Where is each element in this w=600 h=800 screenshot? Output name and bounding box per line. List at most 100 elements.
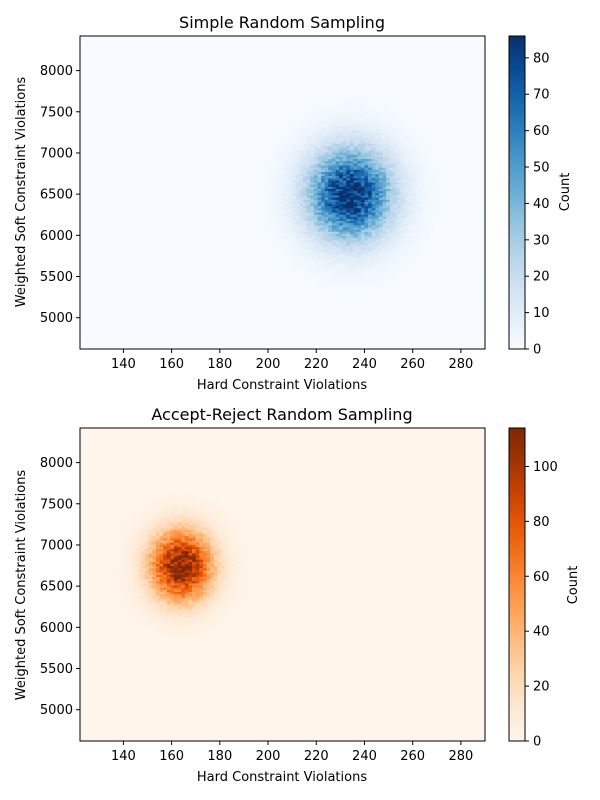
heatmap-cell — [274, 218, 278, 222]
heatmap-cell — [281, 148, 286, 151]
heatmap-cell — [335, 216, 340, 219]
heatmap-cell — [393, 233, 398, 237]
heatmap-cell — [386, 109, 391, 112]
heatmap-cell — [429, 214, 434, 217]
heatmap-cell — [335, 285, 340, 288]
heatmap-cell — [288, 261, 293, 264]
heatmap-cell — [335, 160, 340, 164]
heatmap-cell — [152, 555, 157, 558]
heatmap-cell — [137, 604, 142, 607]
heatmap-cell — [170, 593, 175, 597]
heatmap-cell — [116, 572, 121, 575]
heatmap-cell — [378, 163, 383, 166]
heatmap-cell — [382, 252, 387, 256]
heatmap-cell — [177, 535, 182, 539]
heatmap-cell — [371, 180, 376, 183]
heatmap-cell — [364, 272, 369, 275]
heatmap-cell — [364, 242, 369, 245]
heatmap-cell — [360, 207, 365, 211]
heatmap-cell — [317, 190, 322, 194]
heatmap-cell — [335, 197, 340, 200]
heatmap-cell — [350, 158, 354, 162]
heatmap-cell — [375, 118, 380, 121]
heatmap-cell — [389, 175, 394, 179]
heatmap-cell — [295, 139, 300, 142]
heatmap-cell — [353, 212, 358, 215]
heatmap-cell — [130, 580, 135, 584]
heatmap-cell — [378, 197, 383, 200]
heatmap-cell — [357, 259, 362, 262]
heatmap-cell — [346, 289, 351, 292]
heatmap-cell — [353, 98, 358, 102]
heatmap-cell — [134, 512, 139, 515]
heatmap-cell — [177, 574, 182, 577]
heatmap-cell — [174, 510, 178, 513]
heatmap-cell — [378, 145, 383, 149]
heatmap-cell — [400, 180, 405, 183]
heatmap-cell — [400, 135, 405, 138]
heatmap-cell — [346, 103, 351, 106]
heatmap-cell — [148, 538, 153, 541]
heatmap-cell — [371, 210, 376, 213]
heatmap-cell — [436, 212, 441, 215]
heatmap-cell — [382, 118, 387, 121]
heatmap-cell — [353, 248, 358, 252]
heatmap-cell — [335, 237, 340, 241]
heatmap-cell — [299, 126, 304, 130]
heatmap-cell — [137, 570, 142, 573]
heatmap-cell — [331, 158, 336, 162]
heatmap-cell — [284, 225, 289, 228]
heatmap-cell — [302, 244, 307, 247]
heatmap-cell — [368, 270, 372, 273]
heatmap-cell — [292, 135, 297, 138]
heatmap-cell — [281, 178, 286, 181]
heatmap-cell — [317, 229, 322, 232]
heatmap-cell — [310, 178, 315, 181]
heatmap-cell — [155, 610, 160, 614]
heatmap-cell — [155, 523, 160, 526]
heatmap-cell — [324, 280, 329, 284]
heatmap-cell — [288, 250, 293, 254]
heatmap-cell — [119, 553, 124, 556]
heatmap-cell — [159, 568, 164, 571]
heatmap-cell — [123, 546, 128, 550]
heatmap-cell — [299, 128, 304, 132]
heatmap-cell — [292, 197, 297, 200]
heatmap-cell — [364, 267, 369, 271]
heatmap-cell — [407, 143, 412, 147]
heatmap-cell — [335, 287, 340, 290]
heatmap-cell — [170, 636, 175, 639]
heatmap-cell — [152, 561, 157, 565]
heatmap-cell — [292, 255, 297, 258]
heatmap-cell — [422, 169, 427, 172]
heatmap-cell — [335, 113, 340, 117]
heatmap-cell — [418, 175, 423, 179]
heatmap-cell — [274, 139, 278, 142]
heatmap-cell — [259, 175, 264, 179]
heatmap-cell — [404, 199, 409, 202]
heatmap-cell — [357, 244, 362, 247]
colorbar-tick-label: 80 — [533, 51, 550, 66]
heatmap-cell — [411, 197, 416, 200]
heatmap-cell — [184, 610, 189, 614]
heatmap-cell — [299, 235, 304, 239]
heatmap-cell — [429, 229, 434, 232]
heatmap-cell — [317, 182, 322, 185]
heatmap-cell — [346, 188, 351, 192]
heatmap-cell — [350, 109, 354, 112]
heatmap-cell — [360, 111, 365, 115]
heatmap-cell — [306, 135, 311, 138]
heatmap-cell — [116, 600, 121, 603]
heatmap-cell — [177, 520, 182, 524]
heatmap-cell — [177, 527, 182, 530]
heatmap-cell — [288, 158, 293, 162]
heatmap-cell — [342, 278, 347, 282]
heatmap-cell — [163, 583, 168, 586]
heatmap-cell — [353, 135, 358, 138]
heatmap-cell — [404, 218, 409, 222]
heatmap-cell — [357, 197, 362, 200]
heatmap-cell — [134, 559, 139, 562]
heatmap-cell — [404, 203, 409, 207]
heatmap-cell — [342, 180, 347, 183]
heatmap-cell — [357, 216, 362, 219]
